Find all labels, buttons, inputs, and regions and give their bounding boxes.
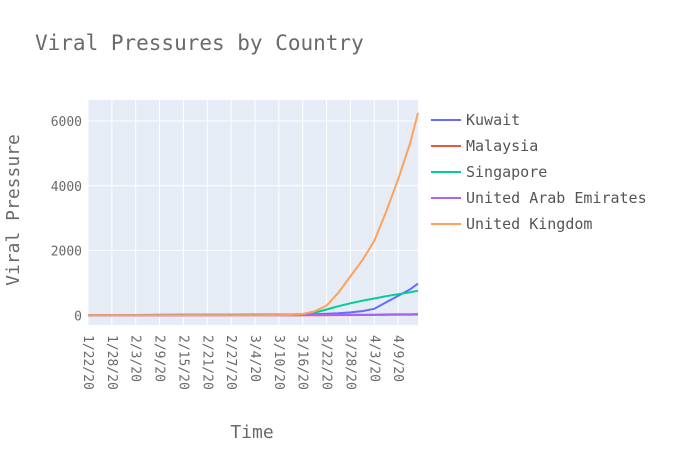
legend-label: Singapore: [466, 163, 547, 181]
x-tick-label: 3/10/20: [271, 335, 286, 390]
x-tick-label: 1/28/20: [104, 335, 119, 390]
y-tick-label: 2000: [51, 245, 82, 260]
x-tick-label: 3/28/20: [342, 335, 357, 390]
x-tick-label: 1/22/20: [80, 335, 95, 390]
x-tick-label: 4/3/20: [366, 335, 381, 382]
legend-label: Kuwait: [466, 111, 520, 129]
x-axis-title: Time: [230, 422, 273, 443]
plot-background: [88, 100, 418, 325]
legend-label: Malaysia: [466, 137, 538, 155]
series-line-united-kingdom: [88, 112, 419, 317]
legend: Kuwait Malaysia Singapore United Arab Emira…: [431, 111, 647, 233]
x-tick-label: 2/27/20: [223, 335, 238, 390]
x-tick-label: 2/3/20: [128, 335, 143, 382]
x-tick-label: 3/16/20: [295, 335, 310, 390]
y-axis-title: Viral Pressure: [3, 134, 24, 286]
y-tick-label: 4000: [51, 180, 82, 195]
x-tick-label: 2/15/20: [175, 335, 190, 390]
y-tick-label: 6000: [51, 115, 82, 130]
series-lines: [87, 112, 419, 317]
x-tick-label: 2/9/20: [152, 335, 167, 382]
chart-title: Viral Pressures by Country: [35, 31, 364, 55]
x-axis-ticks: 1/22/20 1/28/20 2/3/20 2/9/20 2/15/20 2/21/20…: [80, 335, 405, 390]
x-tick-label: 2/21/20: [199, 335, 214, 390]
x-tick-label: 3/4/20: [247, 335, 262, 382]
legend-label: United Arab Emirates: [466, 189, 647, 207]
x-tick-label: 4/9/20: [390, 335, 405, 382]
y-tick-label: 0: [74, 309, 82, 324]
y-axis-ticks: 0 2000 4000 6000: [51, 115, 82, 324]
x-tick-label: 3/22/20: [319, 335, 334, 390]
legend-label: United Kingdom: [466, 215, 592, 233]
